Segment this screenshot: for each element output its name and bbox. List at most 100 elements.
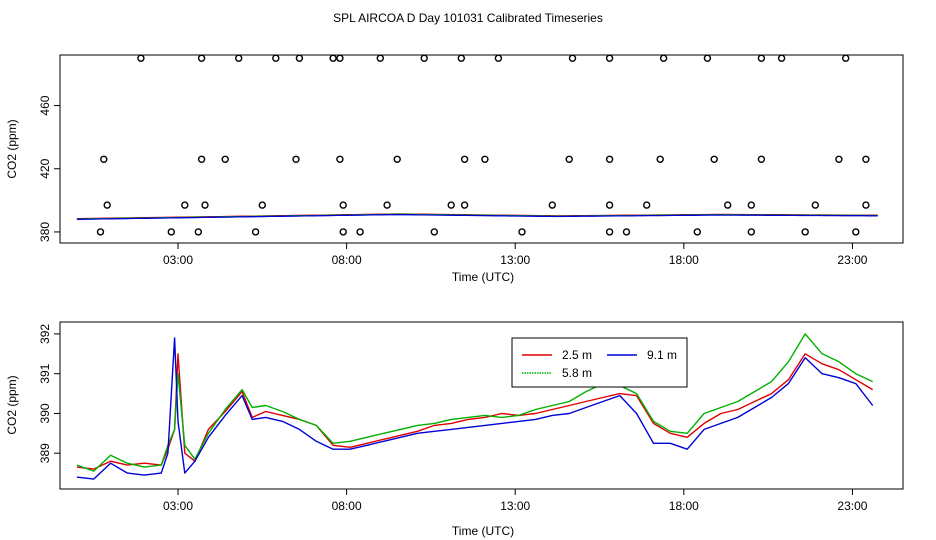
top-x-tick-label: 13:00 — [500, 253, 530, 267]
top-outlier-point — [329, 54, 337, 62]
top-outlier-point — [605, 155, 614, 164]
top-outlier-point — [295, 54, 304, 62]
top-outlier-point — [383, 201, 391, 209]
top-outlier-point — [103, 201, 111, 209]
legend-box — [511, 337, 688, 388]
top-outlier-point — [447, 201, 455, 209]
top-outlier-point — [272, 54, 280, 62]
top-outlier-point — [852, 228, 860, 236]
top-outlier-point — [460, 201, 469, 209]
top-outlier-point — [747, 228, 755, 236]
top-outlier-point — [656, 155, 664, 164]
bottom-x-tick-label: 13:00 — [500, 499, 530, 513]
top-outlier-point — [862, 155, 870, 164]
top-outlier-point — [201, 201, 209, 209]
top-outlier-point — [757, 54, 766, 62]
bottom-y-axis-label: CO2 (ppm) — [5, 375, 19, 434]
top-outlier-point — [167, 228, 176, 236]
top-outlier-point — [622, 228, 631, 236]
top-outlier-point — [605, 54, 614, 62]
top-x-axis: 03:00 08:00 13:00 18:00 23:00 — [163, 243, 868, 267]
bottom-y-tick-label: 390 — [38, 403, 52, 423]
top-x-tick-label: 08:00 — [332, 253, 362, 267]
top-outlier-point — [221, 155, 229, 164]
bottom-y-tick-label: 389 — [38, 443, 52, 463]
top-outlier-point — [494, 54, 503, 62]
top-outlier-point — [835, 155, 843, 164]
top-outlier-point — [460, 155, 469, 164]
top-outlier-point — [693, 228, 701, 236]
bottom-series-9-1-m — [76, 337, 874, 480]
top-y-tick-label: 460 — [38, 95, 52, 115]
top-outlier-point — [336, 155, 344, 164]
top-outlier-point — [194, 228, 203, 236]
top-outlier-point — [565, 155, 573, 164]
legend: 2.5 m 9.1 m 5.8 m — [511, 337, 688, 388]
top-outlier-point — [568, 54, 577, 62]
top-outlier-point — [292, 155, 300, 164]
top-outlier-point — [258, 201, 266, 209]
top-outlier-point — [747, 201, 755, 209]
bottom-x-tick-label: 03:00 — [163, 499, 193, 513]
top-outlier-point — [137, 54, 145, 62]
top-outlier-point — [710, 155, 718, 164]
top-series-lines — [76, 213, 878, 220]
top-outlier-point — [862, 201, 870, 209]
top-y-tick-label: 380 — [38, 222, 52, 242]
bottom-y-tick-label: 392 — [38, 324, 52, 344]
top-series-9-1m — [76, 213, 878, 220]
top-outlier-point — [336, 54, 344, 62]
top-outlier-point — [548, 201, 556, 209]
top-outlier-point — [777, 54, 786, 62]
top-x-tick-label: 18:00 — [669, 253, 699, 267]
top-outlier-point — [757, 155, 766, 164]
legend-label-5-8m: 5.8 m — [562, 366, 592, 380]
top-outlier-point — [339, 201, 347, 209]
top-plot-frame — [59, 54, 904, 244]
top-outlier-point — [703, 54, 712, 62]
top-outlier-point — [96, 228, 105, 236]
bottom-plot-frame — [59, 321, 904, 490]
bottom-series-lines — [76, 333, 874, 480]
legend-label-2-5m: 2.5 m — [562, 348, 592, 362]
figure-title: SPL AIRCOA D Day 101031 Calibrated Times… — [333, 11, 603, 25]
top-y-axis: 380 420 460 — [38, 95, 60, 242]
top-outlier-point — [181, 201, 189, 209]
top-outlier-point — [420, 54, 428, 62]
bottom-y-axis: 389 390 391 392 — [38, 324, 60, 463]
top-outlier-point — [430, 228, 438, 236]
bottom-x-axis: 03:00 08:00 13:00 18:00 23:00 — [163, 489, 868, 513]
top-outlier-point — [811, 201, 819, 209]
top-outlier-point — [643, 201, 651, 209]
bottom-series-5-8-m — [76, 333, 873, 472]
top-outlier-point — [376, 54, 384, 62]
top-outlier-point — [356, 228, 364, 236]
top-outlier-point — [659, 54, 668, 62]
top-outlier-point — [724, 201, 732, 209]
top-outlier-point — [251, 228, 260, 236]
top-outlier-point — [234, 54, 243, 62]
top-x-axis-label: Time (UTC) — [452, 270, 514, 284]
top-outlier-point — [339, 228, 347, 236]
bottom-x-tick-label: 08:00 — [332, 499, 362, 513]
top-x-tick-label: 23:00 — [837, 253, 867, 267]
top-outlier-point — [100, 155, 108, 164]
top-y-tick-label: 420 — [38, 158, 52, 178]
bottom-panel: 03:00 08:00 13:00 18:00 23:00 389 390 391 392 T… — [5, 321, 904, 538]
top-outlier-point — [481, 155, 489, 164]
top-x-tick-label: 03:00 — [163, 253, 193, 267]
top-outlier-point — [842, 54, 850, 62]
top-outlier-point — [393, 155, 401, 164]
bottom-x-tick-label: 23:00 — [837, 499, 867, 513]
bottom-series-2-5-m — [76, 353, 874, 470]
top-outlier-point — [457, 54, 465, 62]
legend-label-9-1m: 9.1 m — [647, 348, 677, 362]
top-outlier-point — [605, 201, 614, 209]
top-outlier-point — [801, 228, 809, 236]
bottom-y-tick-label: 391 — [38, 363, 52, 383]
top-y-axis-label: CO2 (ppm) — [5, 119, 19, 178]
top-outlier-points — [96, 54, 870, 236]
top-outlier-point — [605, 228, 614, 236]
